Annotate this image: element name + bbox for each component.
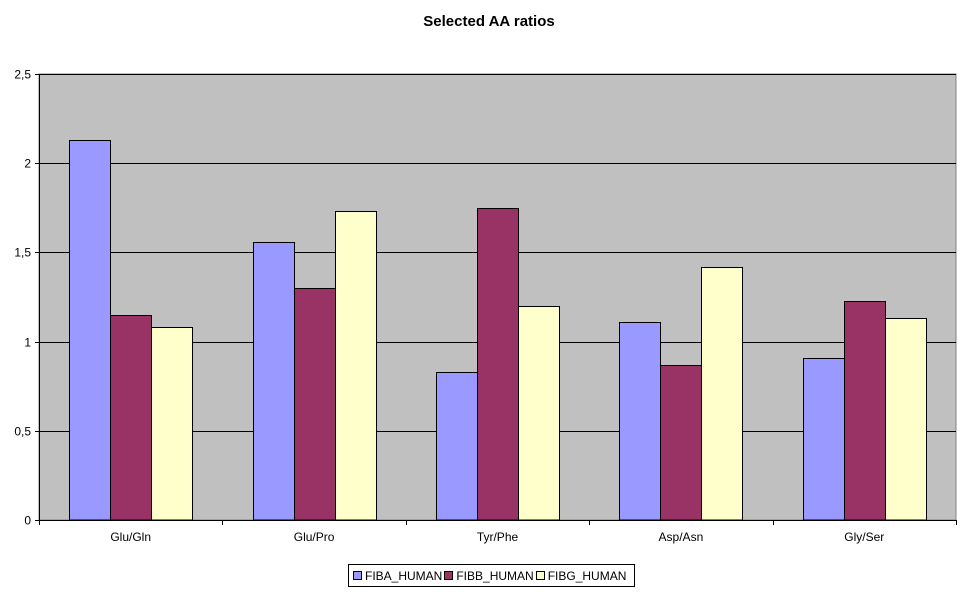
bar-fibb-human-gly-ser: [844, 301, 886, 521]
bar-fibg-human-gly-ser: [885, 318, 927, 521]
bar-fibg-human-glu-gln: [151, 327, 193, 521]
legend-item: FIBB_HUMAN: [444, 568, 534, 583]
x-tick-label: Glu/Pro: [294, 530, 335, 544]
bar-fiba-human-glu-gln: [69, 140, 111, 521]
bar-fibg-human-asp-asn: [701, 267, 743, 521]
x-tick-label: Tyr/Phe: [477, 530, 519, 544]
legend-label: FIBA_HUMAN: [365, 568, 443, 583]
y-tick-label: 2: [24, 157, 31, 171]
axes: 0 0,5 1 1,5 2 2,5 Glu/Gln Glu/Pro Tyr/Phe Asp/Asn…: [14, 68, 957, 544]
legend-label: FIBB_HUMAN: [456, 568, 534, 583]
legend-swatch: [444, 571, 454, 580]
y-tick-label: 1,5: [14, 246, 31, 260]
y-tick-label: 2,5: [14, 68, 31, 82]
bar-fibg-human-glu-pro: [335, 211, 377, 521]
x-tick-label: Asp/Asn: [659, 530, 704, 544]
bar-fibb-human-asp-asn: [660, 365, 702, 521]
legend-item: FIBA_HUMAN: [353, 569, 442, 583]
bar-fiba-human-asp-asn: [619, 322, 661, 521]
bar-fibb-human-glu-pro: [294, 288, 336, 521]
x-tick-label: Glu/Gln: [110, 530, 151, 544]
bar-fibg-human-tyr-phe: [518, 306, 560, 521]
bar-fibb-human-glu-gln: [110, 315, 152, 521]
bar-fiba-human-glu-pro: [253, 242, 295, 521]
legend-swatch: [535, 571, 545, 580]
x-tick-label: Gly/Ser: [844, 530, 884, 544]
bar-fiba-human-gly-ser: [803, 358, 845, 521]
chart-title: Selected AA ratios: [423, 13, 555, 30]
bar-fibb-human-tyr-phe: [477, 208, 519, 521]
y-tick-label: 0,5: [14, 425, 31, 439]
y-tick-label: 1: [24, 336, 31, 350]
legend-item: FIBG_HUMAN: [535, 568, 627, 583]
y-tick-label: 0: [24, 514, 31, 528]
bars: [69, 140, 927, 521]
legend-label: FIBG_HUMAN: [547, 568, 627, 583]
bar-fiba-human-tyr-phe: [436, 372, 478, 521]
legend: FIBA_HUMAN FIBB_HUMAN FIBG_HUMAN: [348, 564, 636, 587]
legend-swatch: [353, 571, 362, 580]
